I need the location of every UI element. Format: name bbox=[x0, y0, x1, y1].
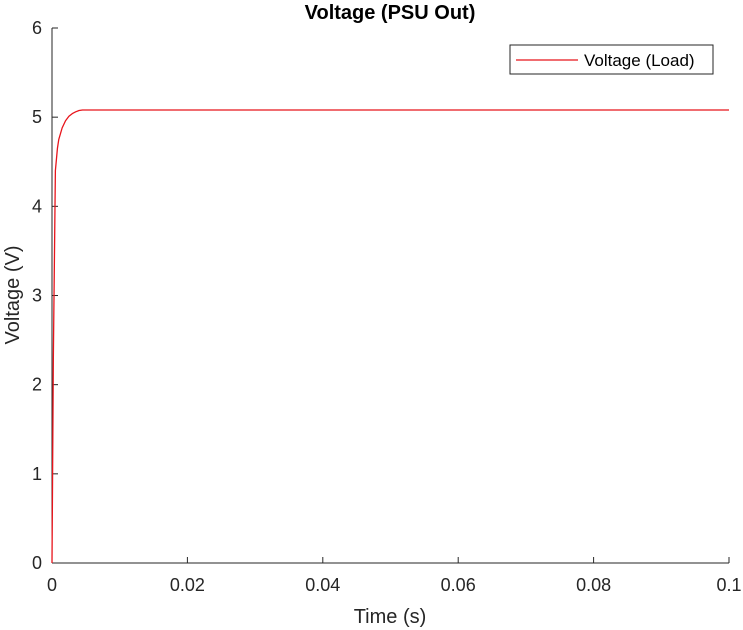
y-ticks: 0 1 2 3 4 5 6 bbox=[32, 18, 58, 573]
x-ticks: 0 0.02 0.04 0.06 0.08 0.1 bbox=[47, 557, 742, 595]
y-tick-label: 0 bbox=[32, 553, 42, 573]
x-tick-label: 0.1 bbox=[716, 575, 741, 595]
y-tick-label: 3 bbox=[32, 286, 42, 306]
y-tick-label: 4 bbox=[32, 196, 42, 216]
series-layer bbox=[51, 109, 729, 564]
x-tick-label: 0.06 bbox=[441, 575, 476, 595]
x-tick-label: 0 bbox=[47, 575, 57, 595]
x-tick-label: 0.08 bbox=[576, 575, 611, 595]
chart-title: Voltage (PSU Out) bbox=[305, 2, 476, 24]
legend: Voltage (Load) bbox=[509, 44, 714, 75]
x-axis-label: Time (s) bbox=[354, 606, 427, 628]
x-tick-label: 0.04 bbox=[305, 575, 340, 595]
legend-label: Voltage (Load) bbox=[584, 51, 695, 70]
y-axis-label: Voltage (V) bbox=[2, 246, 24, 345]
y-tick-label: 5 bbox=[32, 107, 42, 127]
x-tick-label: 0.02 bbox=[170, 575, 205, 595]
y-tick-label: 1 bbox=[32, 464, 42, 484]
y-tick-label: 6 bbox=[32, 18, 42, 38]
plot-area bbox=[51, 28, 729, 564]
y-tick-label: 2 bbox=[32, 375, 42, 395]
series-line-voltage-load bbox=[51, 109, 729, 564]
